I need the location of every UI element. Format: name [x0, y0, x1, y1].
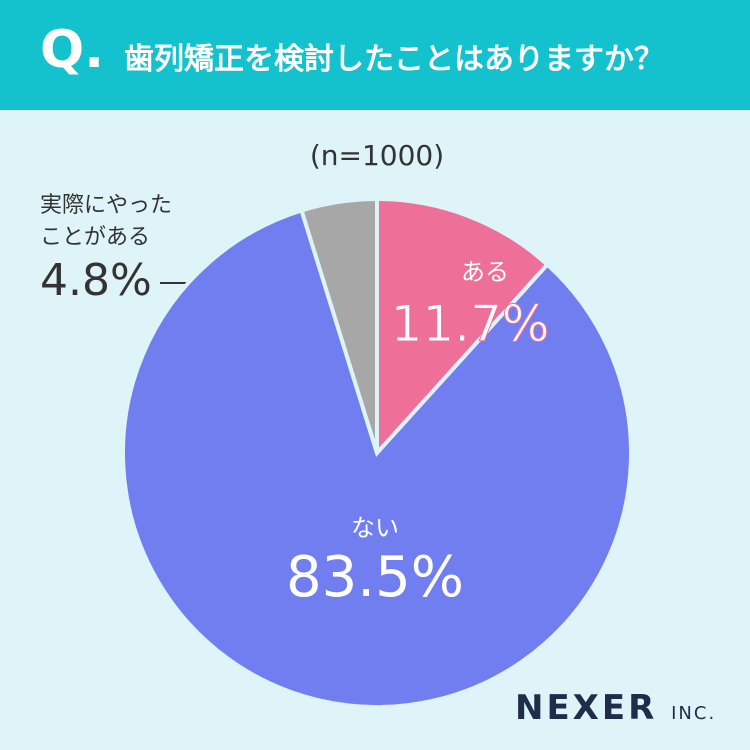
brand: NEXER INC.	[515, 688, 716, 728]
pie-slice	[375, 196, 551, 459]
value-label: 83.5%	[286, 545, 464, 610]
brand-name: NEXER	[515, 688, 658, 728]
header: Q. 歯列矯正を検討したことはありますか？	[0, 0, 750, 110]
category-label: ある	[461, 258, 509, 286]
brand-suffix: INC.	[671, 703, 717, 724]
category-label: 実際にやったことがある	[40, 193, 173, 250]
value-label: 4.8%	[40, 255, 152, 306]
q-mark: Q.	[40, 20, 104, 80]
value-label: 11.7%	[390, 295, 550, 354]
pie-slice	[121, 207, 633, 709]
subtitle: (n=1000)	[310, 139, 444, 172]
title: 歯列矯正を検討したことはありますか？	[124, 42, 664, 77]
category-label: ない	[351, 514, 399, 542]
pie-slice	[299, 196, 379, 454]
